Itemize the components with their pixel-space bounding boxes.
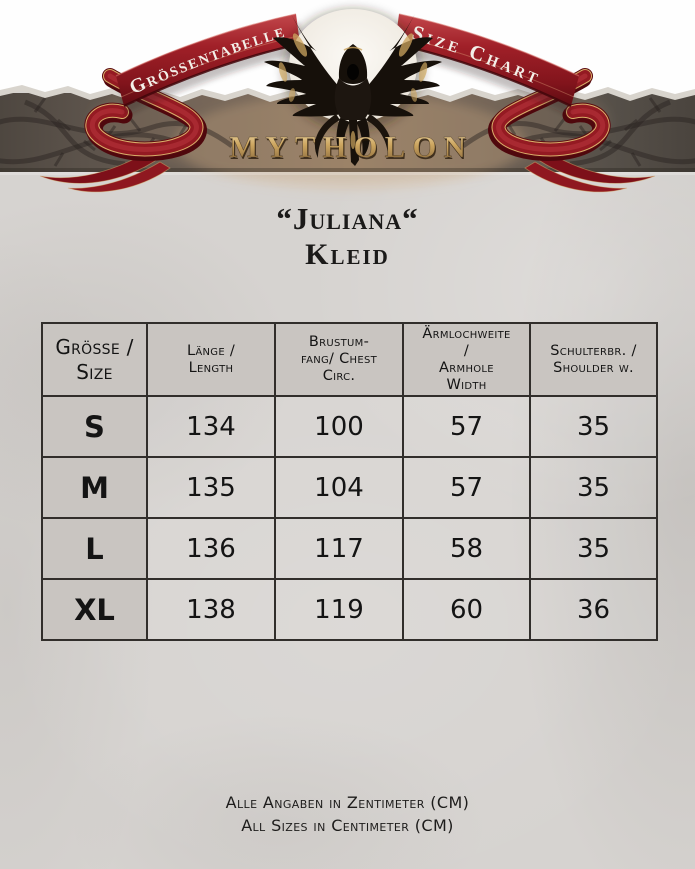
col-header-size: Grösse / Size [41, 322, 148, 397]
value-cell: 117 [274, 517, 404, 580]
value-cell: 60 [402, 578, 531, 641]
col-header-shoulder: Schulterbr. / Shoulder w. [529, 322, 658, 397]
value-cell: 134 [146, 395, 276, 458]
value-cell: 119 [274, 578, 404, 641]
size-label: L [41, 517, 148, 580]
col-header-armhole: Ärmlochweite / Armhole Width [402, 322, 531, 397]
value-cell: 100 [274, 395, 404, 458]
brand-emblem [264, 9, 442, 166]
col-header-length: Länge / Length [146, 322, 276, 397]
table-row: S 134 100 57 35 [41, 395, 658, 458]
product-title: “Juliana“ Kleid [0, 201, 695, 273]
product-name: “Juliana“ [276, 201, 419, 236]
value-cell: 135 [146, 456, 276, 519]
value-cell: 35 [529, 517, 658, 580]
units-note: Alle Angaben in Zentimeter (CM) All Size… [0, 791, 695, 837]
table-header-row: Grösse / Size Länge / Length Brustum- fa… [41, 322, 658, 397]
phoenix-eagle-icon [264, 14, 442, 166]
size-label: M [41, 456, 148, 519]
size-chart-table: Grösse / Size Länge / Length Brustum- fa… [41, 322, 658, 641]
table-row: M 135 104 57 35 [41, 456, 658, 519]
value-cell: 104 [274, 456, 404, 519]
value-cell: 58 [402, 517, 531, 580]
brand-text-shadow: MYTHOLON [230, 131, 474, 166]
product-type: Kleid [305, 238, 390, 271]
value-cell: 136 [146, 517, 276, 580]
ribbon-strap-left [115, 14, 579, 115]
size-label: XL [41, 578, 148, 641]
value-cell: 36 [529, 578, 658, 641]
value-cell: 35 [529, 395, 658, 458]
col-header-chest: Brustum- fang/ Chest Circ. [274, 322, 404, 397]
units-note-en: All Sizes in Centimeter (CM) [241, 816, 454, 835]
brand-text: MYTHOLON [229, 129, 473, 164]
ribbon-curl-left [39, 76, 655, 192]
value-cell: 138 [146, 578, 276, 641]
value-cell: 57 [402, 395, 531, 458]
table-row: XL 138 119 60 36 [41, 578, 658, 641]
value-cell: 57 [402, 456, 531, 519]
header-banner: Grössentabelle Size Chart [0, 0, 695, 270]
table-row: L 136 117 58 35 [41, 517, 658, 580]
value-cell: 35 [529, 456, 658, 519]
units-note-de: Alle Angaben in Zentimeter (CM) [225, 793, 470, 812]
size-label: S [41, 395, 148, 458]
